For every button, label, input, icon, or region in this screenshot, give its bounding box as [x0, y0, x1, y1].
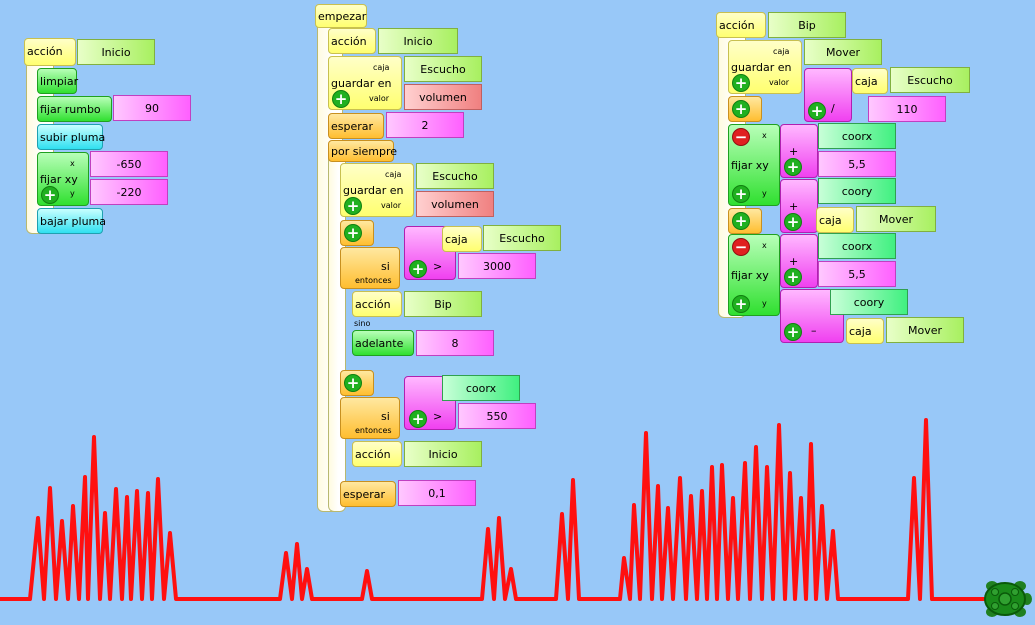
wait-value-2[interactable]: 0,1 — [398, 480, 476, 506]
sum-block-x[interactable]: + — [780, 124, 818, 178]
si-block-2[interactable]: si entonces — [340, 397, 400, 439]
add-arg-icon[interactable] — [344, 197, 362, 215]
dx-value-2[interactable]: 5,5 — [818, 261, 896, 287]
caja-block-3[interactable]: caja — [846, 318, 884, 344]
compare-block-2[interactable]: > — [404, 376, 456, 430]
esperar-block-2[interactable]: esperar — [340, 481, 396, 507]
add-block-1[interactable] — [728, 96, 762, 122]
wait-value[interactable]: 2 — [386, 112, 464, 138]
y-value[interactable]: -220 — [90, 179, 168, 205]
add-icon[interactable] — [732, 212, 750, 230]
accion-header[interactable]: acción — [24, 38, 76, 66]
add-arg-icon[interactable] — [784, 323, 802, 341]
coorx-value-2[interactable]: coorx — [818, 233, 896, 259]
accion-header[interactable]: acción — [716, 12, 766, 38]
mover-value[interactable]: Mover — [856, 206, 936, 232]
divisor-value[interactable]: 110 — [868, 96, 946, 122]
add-arg-icon[interactable] — [784, 268, 802, 286]
inicio-value[interactable]: Inicio — [404, 441, 482, 467]
fijar-xy-block[interactable]: fijar xy x y — [37, 152, 89, 206]
mover-value-2[interactable]: Mover — [886, 317, 964, 343]
add-arg-icon[interactable] — [808, 102, 826, 120]
fijar-rumbo-block[interactable]: fijar rumbo — [37, 96, 112, 122]
dx-value[interactable]: 5,5 — [818, 151, 896, 177]
var-name-value-2[interactable]: Escucho — [416, 163, 494, 189]
add-arg-icon[interactable] — [409, 410, 427, 428]
accion-name-value[interactable]: Inicio — [378, 28, 458, 54]
guardar-en-block-2[interactable]: guardar en caja valor — [340, 163, 414, 217]
guardar-en-block[interactable]: guardar en caja valor — [328, 56, 402, 110]
divide-block[interactable]: / — [804, 68, 852, 122]
caja-var-value[interactable]: Escucho — [890, 67, 970, 93]
add-block-2[interactable] — [728, 208, 762, 234]
sum-block-y[interactable]: + — [780, 179, 818, 233]
si-block[interactable]: si entonces — [340, 247, 400, 289]
bip-value[interactable]: Bip — [404, 291, 482, 317]
accion-bip-block[interactable]: acción — [352, 291, 402, 317]
accion-inicio-block[interactable]: acción — [328, 28, 376, 54]
limpiar-block[interactable]: limpiar — [37, 68, 78, 94]
threshold-value-2[interactable]: 550 — [458, 403, 536, 429]
var-name-value[interactable]: Escucho — [404, 56, 482, 82]
add-arg-icon[interactable] — [332, 90, 350, 108]
bajar-pluma-block[interactable]: bajar pluma — [37, 208, 106, 234]
pen-trace — [0, 418, 1000, 601]
if-plus-block-2[interactable] — [340, 370, 374, 396]
guardar-en-block[interactable]: guardar en caja valor — [728, 40, 802, 94]
add-arg-icon[interactable] — [784, 213, 802, 231]
adelante-block[interactable]: adelante — [352, 330, 414, 356]
threshold-value[interactable]: 3000 — [458, 253, 536, 279]
add-icon[interactable] — [732, 100, 750, 118]
add-arg-icon[interactable] — [41, 186, 59, 204]
add-condition-icon[interactable] — [344, 224, 362, 242]
adelante-value[interactable]: 8 — [416, 330, 494, 356]
add-arg-icon[interactable] — [409, 260, 427, 278]
add-arg-icon[interactable] — [732, 185, 750, 203]
caja-block[interactable]: caja — [442, 226, 482, 252]
x-value[interactable]: -650 — [90, 151, 168, 177]
caja-block-2[interactable]: caja — [816, 207, 854, 233]
if-plus-block[interactable] — [340, 220, 374, 246]
volumen-value-2[interactable]: volumen — [416, 191, 494, 217]
var-name-value[interactable]: Mover — [804, 39, 882, 65]
sum-block-x-2[interactable]: + — [780, 234, 818, 288]
add-arg-icon[interactable] — [784, 158, 802, 176]
por-siempre-header[interactable]: por siempre — [328, 140, 397, 162]
action-name-value[interactable]: Inicio — [77, 39, 155, 65]
add-arg-icon[interactable] — [732, 74, 750, 92]
action-name-value[interactable]: Bip — [768, 12, 846, 38]
fijar-xy-block[interactable]: fijar xy x y — [728, 124, 780, 206]
turtle-icon — [984, 581, 1032, 617]
volumen-value[interactable]: volumen — [404, 84, 482, 110]
remove-icon[interactable] — [732, 238, 750, 256]
remove-icon[interactable] — [732, 128, 750, 146]
rumbo-value[interactable]: 90 — [113, 95, 191, 121]
subir-pluma-block[interactable]: subir pluma — [37, 124, 105, 150]
fijar-xy-block-2[interactable]: fijar xy x y — [728, 234, 780, 316]
sino-label: sino — [354, 319, 371, 328]
coory-value-2[interactable]: coory — [830, 289, 908, 315]
coory-value[interactable]: coory — [818, 178, 896, 204]
add-condition-icon[interactable] — [344, 374, 362, 392]
accion-inicio-block-2[interactable]: acción — [352, 441, 402, 467]
add-arg-icon[interactable] — [732, 295, 750, 313]
coorx-value[interactable]: coorx — [442, 375, 520, 401]
caja-block[interactable]: caja — [852, 68, 888, 94]
empezar-header[interactable]: empezar — [315, 4, 367, 28]
caja-var-value[interactable]: Escucho — [483, 225, 561, 251]
esperar-block[interactable]: esperar — [328, 113, 384, 139]
coorx-value[interactable]: coorx — [818, 123, 896, 149]
